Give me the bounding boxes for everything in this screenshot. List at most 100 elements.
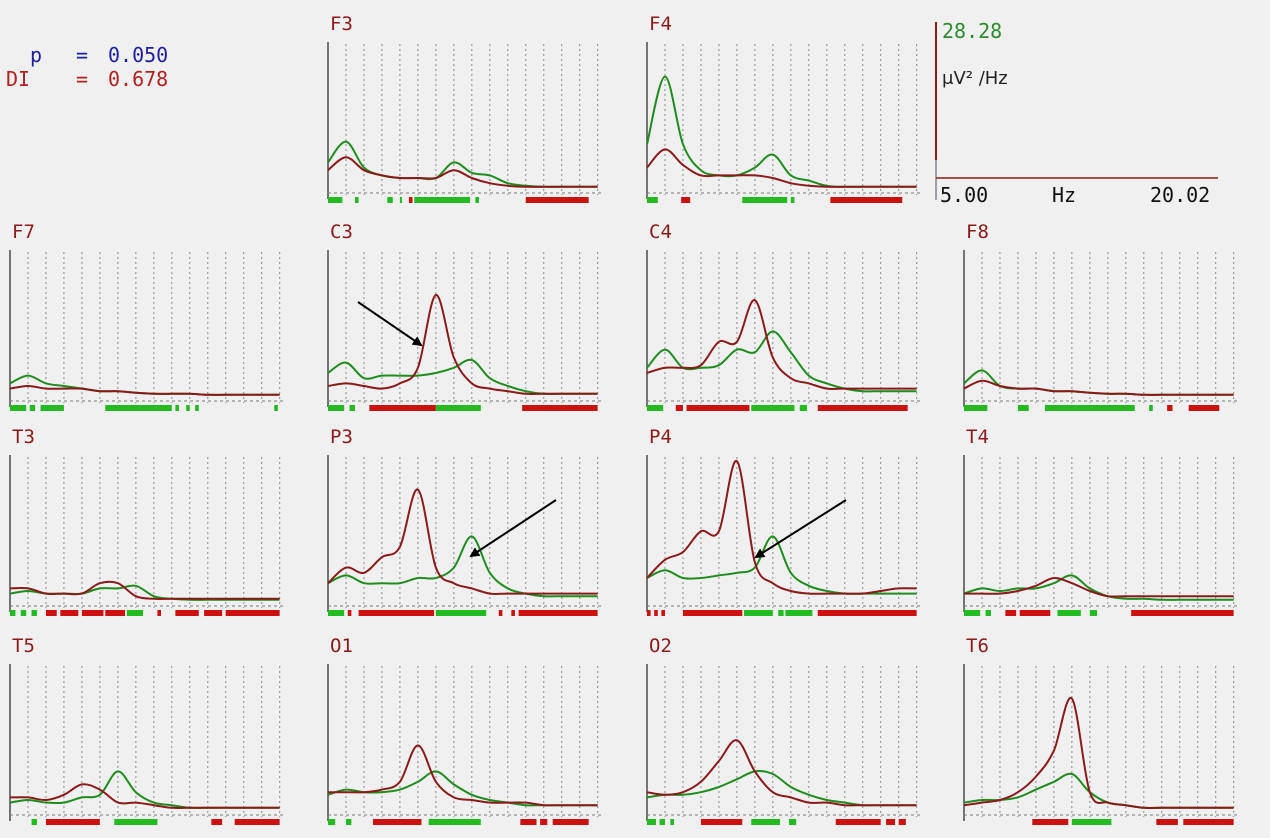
stats-block: p = 0.050 DI = 0.678: [6, 43, 168, 91]
significance-bar-green: [964, 610, 981, 616]
significance-bar-green: [475, 197, 479, 203]
significance-bar-red: [682, 610, 743, 616]
significance-bar-green: [105, 405, 172, 411]
significance-bar-red: [1183, 819, 1234, 825]
significance-bar-red: [45, 610, 57, 616]
scale-y-unit: μV² /Hz: [942, 68, 1008, 89]
channel-label: C3: [330, 221, 353, 243]
significance-bar-green: [31, 610, 37, 616]
channel-label: P4: [649, 426, 672, 448]
series-line-green: [963, 369, 1234, 396]
significance-bar-red: [675, 405, 683, 411]
di-equals: =: [76, 67, 88, 91]
significance-bar-green: [428, 819, 481, 825]
series-line-green: [9, 770, 280, 809]
di-value: 0.678: [108, 67, 168, 91]
series-line-red: [9, 580, 280, 600]
series-line-red: [327, 488, 598, 595]
significance-bar-green: [195, 405, 199, 411]
annotation-arrow: [357, 301, 423, 347]
series-line-green: [327, 358, 598, 395]
significance-bar-red: [358, 610, 435, 616]
significance-bar-green: [778, 610, 784, 616]
significance-bar-red: [681, 197, 691, 203]
significance-bar-green: [790, 197, 795, 203]
di-label: DI: [6, 67, 30, 91]
series-line-green: [327, 535, 598, 598]
channel-label: F3: [330, 13, 353, 35]
significance-bar-green: [1089, 610, 1098, 616]
significance-bar-red: [45, 819, 100, 825]
significance-bar-green: [789, 819, 797, 825]
significance-bar-red: [105, 610, 126, 616]
significance-bar-red: [1131, 610, 1234, 616]
p-label: p: [30, 43, 42, 67]
significance-bar-red: [817, 610, 917, 616]
significance-bar-green: [10, 405, 27, 411]
significance-bar-red: [204, 610, 223, 616]
significance-bar-red: [369, 405, 436, 411]
significance-bar-green: [647, 405, 664, 411]
channel-panels: F3 F4 F7 C3 C4 F8 T3 P3 P4 T4 T5 O1 O2 T6: [9, 13, 1238, 825]
significance-bar-red: [211, 819, 223, 825]
scale-x-max: 20.02: [1150, 183, 1210, 207]
channel-panel-f3: F3: [327, 13, 602, 203]
channel-label: T4: [966, 426, 989, 448]
scale-y-max: 28.28: [942, 19, 1002, 43]
series-line-green: [646, 770, 917, 807]
scale-x-unit: Hz: [1052, 183, 1076, 207]
series-line-red: [963, 697, 1234, 809]
significance-bar-green: [744, 610, 773, 616]
annotation-arrow: [469, 499, 557, 558]
channel-panel-t6: T6: [963, 635, 1238, 825]
significance-bar-green: [349, 405, 355, 411]
significance-bar-red: [81, 610, 104, 616]
significance-bar-green: [647, 197, 658, 203]
series-line-green: [646, 75, 917, 188]
significance-bar-red: [525, 197, 589, 203]
series-line-red: [646, 299, 917, 390]
significance-bar-green: [435, 405, 481, 411]
series-line-red: [646, 460, 917, 595]
significance-bar-red: [898, 819, 906, 825]
channel-label: T5: [12, 635, 35, 657]
significance-bar-green: [328, 819, 336, 825]
significance-bar-green: [40, 405, 64, 411]
series-line-red: [963, 379, 1234, 396]
significance-bar-green: [126, 610, 144, 616]
series-line-red: [9, 783, 280, 809]
significance-bar-red: [498, 610, 503, 616]
series-line-red: [646, 739, 917, 807]
significance-bar-green: [345, 819, 352, 825]
significance-bar-red: [175, 610, 199, 616]
significance-bar-green: [399, 197, 402, 203]
significance-bar-green: [274, 405, 278, 411]
channel-label: F8: [966, 221, 989, 243]
significance-bar-red: [518, 610, 598, 616]
significance-bar-red: [830, 197, 903, 203]
significance-bar-red: [234, 819, 280, 825]
channel-label: F7: [12, 221, 35, 243]
significance-bar-green: [1044, 405, 1135, 411]
significance-bar-green: [29, 405, 36, 411]
significance-bar-green: [175, 405, 179, 411]
series-line-green: [963, 574, 1234, 601]
series-line-red: [964, 576, 1234, 598]
significance-bar-green: [328, 405, 345, 411]
significance-bar-green: [751, 405, 795, 411]
series-line-red: [9, 385, 280, 396]
significance-bar-green: [742, 197, 788, 203]
significance-bar-red: [1156, 819, 1178, 825]
significance-bar-red: [520, 819, 537, 825]
p-equals: =: [76, 43, 88, 67]
channel-panel-o2: O2: [646, 635, 921, 825]
channel-panel-t4: T4: [963, 426, 1238, 616]
channel-panel-c4: C4: [646, 221, 921, 411]
p-value: 0.050: [108, 43, 168, 67]
significance-bar-green: [20, 610, 27, 616]
significance-bar-red: [686, 405, 750, 411]
channel-panel-p3: P3: [327, 426, 602, 616]
significance-bar-green: [659, 819, 665, 825]
